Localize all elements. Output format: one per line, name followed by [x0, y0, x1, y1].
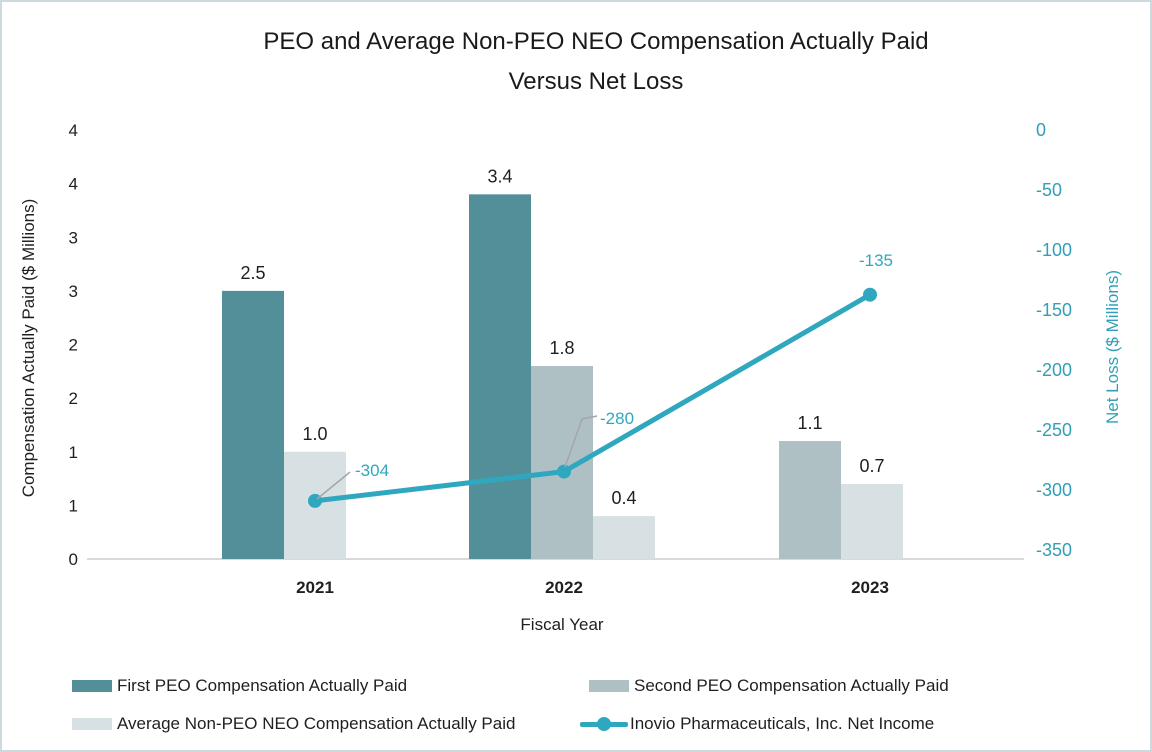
bar-value-label: 0.4	[611, 488, 636, 508]
bar-series2-2023	[779, 441, 841, 559]
legend-item-series2: Second PEO Compensation Actually Paid	[589, 676, 949, 696]
bar-value-label: 1.0	[302, 424, 327, 444]
right-axis-tick: -50	[1036, 180, 1062, 200]
net-income-point	[557, 464, 571, 479]
legend-line-marker	[597, 717, 611, 731]
callout-leader-line	[316, 471, 351, 500]
left-axis-tick: 1	[69, 443, 78, 462]
left-axis-tick: 4	[69, 121, 78, 140]
right-axis-tick: -150	[1036, 300, 1072, 320]
right-axis-title: Net Loss ($ Millions)	[1103, 270, 1122, 424]
bar-value-label: 0.7	[859, 456, 884, 476]
chart-title-line1: PEO and Average Non-PEO NEO Compensation…	[263, 28, 929, 55]
left-axis-tick: 3	[69, 228, 78, 247]
left-axis-tick: 2	[69, 336, 78, 355]
x-axis-title: Fiscal Year	[520, 615, 603, 634]
legend-label: Inovio Pharmaceuticals, Inc. Net Income	[630, 714, 935, 733]
x-axis-category-label: 2021	[296, 578, 334, 597]
legend-item-series4: Inovio Pharmaceuticals, Inc. Net Income	[580, 714, 934, 734]
left-axis-tick: 4	[69, 175, 78, 194]
legend-label: Average Non-PEO NEO Compensation Actuall…	[117, 714, 516, 733]
x-axis-category-label: 2023	[851, 578, 889, 597]
right-axis-tick: -250	[1036, 420, 1072, 440]
legend-swatch-bar	[589, 680, 629, 692]
left-axis-tick: 2	[69, 389, 78, 408]
legend-swatch-bar	[72, 718, 112, 730]
bar-value-labels: 2.5 1.0 3.4 1.8 0.4 1.1 0.7	[240, 166, 884, 508]
left-axis-title: Compensation Actually Paid ($ Millions)	[19, 199, 38, 498]
left-axis-tick: 1	[69, 496, 78, 515]
right-axis-tick: -350	[1036, 540, 1072, 560]
left-axis-tick-labels: 4 4 3 3 2 2 1 1 0	[69, 121, 78, 569]
line-value-label: -135	[859, 251, 893, 270]
legend-label: First PEO Compensation Actually Paid	[117, 676, 408, 695]
bar-value-label: 1.1	[797, 413, 822, 433]
line-value-label: -280	[600, 409, 634, 428]
x-axis-category-labels: 2021 2022 2023	[296, 578, 889, 597]
right-axis-tick: -300	[1036, 480, 1072, 500]
bar-series1-2021	[222, 290, 284, 559]
right-axis-tick: -200	[1036, 360, 1072, 380]
net-income-point	[863, 287, 877, 302]
line-value-label: -304	[355, 461, 389, 480]
right-axis-tick: 0	[1036, 120, 1046, 140]
chart-title: PEO and Average Non-PEO NEO Compensation…	[42, 22, 1150, 102]
left-axis-tick: 3	[69, 282, 78, 301]
line-value-labels: -304 -280 -135	[316, 251, 893, 500]
bar-value-label: 2.5	[240, 263, 265, 283]
callout-leader-line	[564, 415, 598, 468]
legend-swatch-bar	[72, 680, 112, 692]
legend-item-series1: First PEO Compensation Actually Paid	[72, 676, 407, 696]
legend-label: Second PEO Compensation Actually Paid	[634, 676, 949, 695]
bar-series3-2022	[593, 516, 655, 559]
chart-title-line2: Versus Net Loss	[508, 68, 684, 95]
left-axis-tick: 0	[69, 550, 78, 569]
bar-series3-2023	[841, 483, 903, 559]
legend-item-series3: Average Non-PEO NEO Compensation Actuall…	[72, 714, 515, 734]
right-axis-tick: -100	[1036, 240, 1072, 260]
right-axis-tick-labels: 0 -50 -100 -150 -200 -250 -300 -350	[1036, 120, 1072, 560]
bar-value-label: 3.4	[487, 166, 512, 186]
bar-series1-2022	[469, 194, 531, 559]
bar-series-group	[222, 194, 903, 559]
x-axis-category-label: 2022	[545, 578, 583, 597]
legend-swatch-line	[580, 715, 628, 733]
bar-value-label: 1.8	[549, 338, 574, 358]
